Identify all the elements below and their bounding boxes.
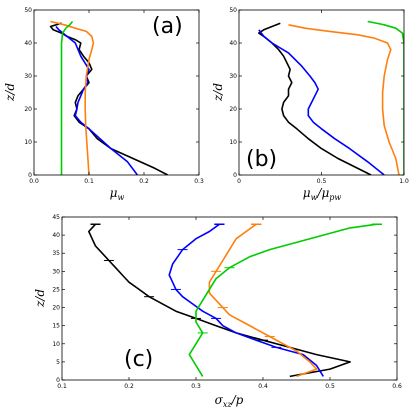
panel-b-xtick-label: 0 — [237, 178, 241, 185]
panel-c-xlabel: σxz/p — [215, 393, 244, 409]
panel-a-ticks: 0.0 0.1 0.2 0.3 0 10 20 30 40 50 — [24, 7, 204, 185]
panel-c-label: (c) — [124, 347, 153, 372]
panel-b-series-blue-line — [258, 29, 385, 175]
panel-c-xtick-label: 0.6 — [392, 383, 402, 390]
panel-a-ylabel: z/d — [3, 83, 17, 102]
panel-c-series-orange-line — [208, 223, 318, 378]
panel-c-ytick-label: 40 — [52, 232, 60, 239]
panel-b-ytick-label: 10 — [229, 139, 237, 146]
panel-b-series-green-line — [367, 20, 404, 175]
panel-a-ytick-label: 40 — [24, 40, 32, 47]
panel-a-series-blue-line — [55, 25, 139, 175]
panel-b-ticks: 0 0.5 1.0 0 10 20 30 40 50 — [229, 7, 409, 185]
panel-c-ytick-label: 20 — [52, 305, 60, 312]
panel-c-ytick-label: 30 — [52, 268, 60, 275]
panel-c-xtick-label: 0.1 — [57, 383, 67, 390]
panel-b-xlabel: μw/μpw — [303, 186, 342, 202]
panel-a-ytick-label: 0 — [28, 172, 32, 179]
panel-c-ylabel: z/d — [33, 289, 47, 308]
panel-b: 0 0.5 1.0 0 10 20 30 40 50 (b) μw/μpw z/d — [211, 7, 409, 202]
panel-b-series-layer — [257, 20, 404, 175]
panel-c-series-black-line — [88, 223, 351, 378]
panel-b-ytick-label: 50 — [229, 7, 237, 14]
panel-b-ylabel: z/d — [211, 83, 225, 102]
panel-a-series-black-line — [49, 22, 169, 175]
panel-a-xtick-label: 0.3 — [194, 178, 204, 185]
panel-a-ytick-label: 20 — [24, 106, 32, 113]
panel-b-xtick-label: 1.0 — [399, 178, 409, 185]
panel-c-ytick-label: 15 — [52, 323, 60, 330]
panel-a-ytick-label: 50 — [24, 7, 32, 14]
panel-b-ytick-label: 0 — [233, 172, 237, 179]
panel-a-xtick-label: 0.2 — [139, 178, 149, 185]
panel-c-xtick-label: 0.4 — [258, 383, 268, 390]
panel-b-ytick-label: 20 — [229, 106, 237, 113]
panel-b-series-orange-line — [288, 24, 400, 175]
panel-a-ytick-label: 30 — [24, 73, 32, 80]
panel-a-xlabel: μw — [110, 186, 125, 202]
panel-a-frame — [33, 9, 200, 176]
panel-b-label: (b) — [246, 147, 277, 172]
panel-c-ytick-label: 45 — [52, 214, 60, 221]
panel-a-label: (a) — [152, 14, 183, 39]
panel-c-ytick-label: 5 — [56, 359, 60, 366]
panel-b-ytick-label: 40 — [229, 40, 237, 47]
panel-a-series-orange-line — [50, 20, 95, 175]
panel-c: 0.1 0.2 0.3 0.4 0.5 0.6 0 5 10 15 20 25 30 35 40 45 (c)… — [33, 214, 402, 409]
panel-b-xtick-label: 0.5 — [317, 178, 327, 185]
panel-a-series-green-line — [60, 20, 74, 175]
panel-b-ytick-label: 30 — [229, 73, 237, 80]
panel-c-ytick-label: 10 — [52, 341, 60, 348]
panel-c-frame — [61, 216, 398, 381]
panel-c-ytick-label: 0 — [56, 377, 60, 384]
panel-c-xtick-label: 0.5 — [325, 383, 335, 390]
panel-c-ytick-label: 35 — [52, 250, 60, 257]
panel-a-xtick-label: 0.0 — [29, 178, 39, 185]
panel-c-series-green-line — [188, 223, 378, 377]
panel-c-series-layer — [88, 223, 382, 378]
panel-c-ytick-label: 25 — [52, 286, 60, 293]
panel-c-xtick-label: 0.2 — [124, 383, 134, 390]
panel-a: 0.0 0.1 0.2 0.3 0 10 20 30 40 50 (a) μw z/d — [3, 7, 204, 202]
panel-c-xtick-label: 0.3 — [191, 383, 201, 390]
panel-a-xtick-label: 0.1 — [84, 178, 94, 185]
panel-a-series-layer — [49, 20, 169, 175]
panel-a-ytick-label: 10 — [24, 139, 32, 146]
panel-c-ticks: 0.1 0.2 0.3 0.4 0.5 0.6 0 5 10 15 20 25 30 35 40 45 — [52, 214, 402, 390]
